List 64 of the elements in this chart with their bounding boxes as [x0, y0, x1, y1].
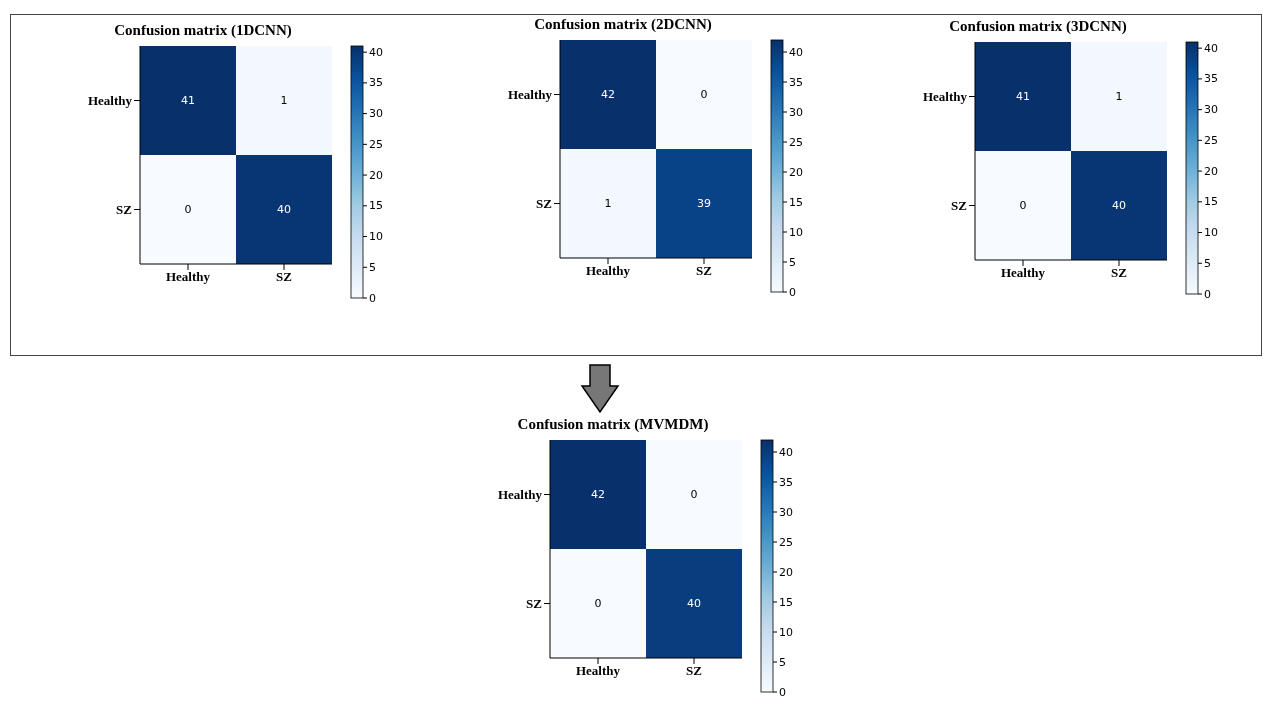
color-bar-label: 35	[789, 75, 803, 89]
chart-title: Confusion matrix (1DCNN)	[113, 22, 293, 39]
data-label: 1	[1115, 90, 1123, 103]
color-bar-label: 40	[369, 45, 383, 59]
color-bar-label: 10	[779, 625, 793, 639]
color-bar-label: 15	[789, 195, 803, 209]
data-label: 0	[1019, 199, 1027, 212]
data-label: 40	[1112, 199, 1126, 212]
color-bar-label: 5	[369, 260, 376, 274]
data-label: 39	[697, 197, 711, 210]
color-bar-label: 35	[779, 475, 793, 489]
x-tick-label: SZ	[276, 269, 293, 285]
data-label: 1	[280, 94, 288, 107]
color-bar-label: 30	[779, 505, 793, 519]
color-bar-label: 10	[1204, 226, 1218, 240]
color-bar-label: 10	[369, 230, 383, 244]
color-bar-label: 25	[789, 135, 803, 149]
x-tick-label: Healthy	[585, 263, 631, 279]
color-bar-label: 5	[1204, 256, 1211, 270]
color-bar-label: 20	[369, 168, 383, 182]
x-tick-label: Healthy	[1000, 265, 1046, 281]
y-tick-label: Healthy	[507, 87, 553, 103]
data-label: 40	[687, 597, 701, 610]
data-label: 0	[594, 597, 602, 610]
color-bar-label: 30	[789, 105, 803, 119]
chart-title: Confusion matrix (2DCNN)	[533, 16, 713, 33]
color-bar-label: 5	[789, 255, 796, 269]
color-bar-label: 30	[369, 107, 383, 121]
data-label: 0	[700, 88, 708, 101]
color-bar-label: 0	[789, 285, 796, 299]
color-bar-label: 0	[369, 291, 376, 305]
color-bar-label: 35	[369, 76, 383, 90]
color-bar-label: 5	[779, 655, 786, 669]
color-bar-label: 0	[1204, 287, 1211, 301]
color-bar-label: 15	[779, 595, 793, 609]
color-bar-label: 0	[779, 685, 786, 699]
data-label: 0	[690, 488, 698, 501]
color-bar-label: 15	[1204, 195, 1218, 209]
color-bar-label: 15	[369, 199, 383, 213]
color-bar-label: 25	[369, 137, 383, 151]
color-bar-label: 25	[779, 535, 793, 549]
data-label: 0	[184, 203, 192, 216]
color-bar-label: 20	[779, 565, 793, 579]
color-bar-label: 30	[1204, 103, 1218, 117]
color-bar-label: 20	[789, 165, 803, 179]
x-tick-label: SZ	[1111, 265, 1128, 281]
color-bar-label: 40	[779, 445, 793, 459]
x-tick-label: SZ	[696, 263, 713, 279]
data-label: 1	[604, 197, 612, 210]
y-tick-label: SZ	[526, 596, 543, 612]
data-label: 40	[277, 203, 291, 216]
x-tick-label: Healthy	[165, 269, 211, 285]
color-bar-label: 10	[789, 225, 803, 239]
chart-title: Confusion matrix (MVMDM)	[516, 416, 710, 433]
data-label: 41	[1016, 90, 1030, 103]
data-label: 42	[591, 488, 605, 501]
color-bar-label: 20	[1204, 164, 1218, 178]
chart-title: Confusion matrix (3DCNN)	[948, 18, 1128, 35]
data-label: 42	[601, 88, 615, 101]
data-label: 41	[181, 94, 195, 107]
color-bar-label: 25	[1204, 133, 1218, 147]
color-bar-label: 35	[1204, 72, 1218, 86]
color-bar-label: 40	[789, 45, 803, 59]
color-bar-label: 40	[1204, 41, 1218, 55]
